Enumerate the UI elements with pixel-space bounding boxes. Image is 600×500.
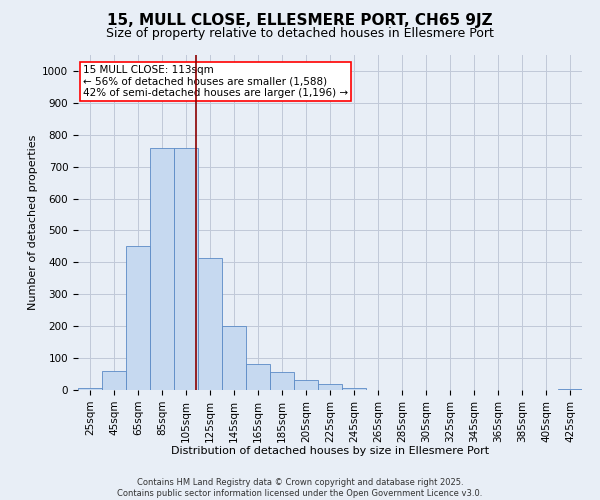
X-axis label: Distribution of detached houses by size in Ellesmere Port: Distribution of detached houses by size … bbox=[171, 446, 489, 456]
Text: 15, MULL CLOSE, ELLESMERE PORT, CH65 9JZ: 15, MULL CLOSE, ELLESMERE PORT, CH65 9JZ bbox=[107, 12, 493, 28]
Text: Size of property relative to detached houses in Ellesmere Port: Size of property relative to detached ho… bbox=[106, 28, 494, 40]
Bar bbox=[246, 364, 270, 390]
Bar bbox=[126, 246, 150, 390]
Text: Contains HM Land Registry data © Crown copyright and database right 2025.
Contai: Contains HM Land Registry data © Crown c… bbox=[118, 478, 482, 498]
Text: 15 MULL CLOSE: 113sqm
← 56% of detached houses are smaller (1,588)
42% of semi-d: 15 MULL CLOSE: 113sqm ← 56% of detached … bbox=[83, 65, 348, 98]
Bar bbox=[558, 389, 582, 390]
Bar bbox=[150, 148, 174, 390]
Bar bbox=[294, 380, 318, 390]
Bar bbox=[222, 326, 246, 390]
Bar bbox=[78, 388, 102, 390]
Bar bbox=[102, 371, 126, 390]
Bar bbox=[270, 372, 294, 390]
Bar bbox=[318, 384, 342, 390]
Bar bbox=[198, 258, 222, 390]
Y-axis label: Number of detached properties: Number of detached properties bbox=[28, 135, 38, 310]
Bar bbox=[174, 148, 198, 390]
Bar bbox=[342, 388, 366, 390]
